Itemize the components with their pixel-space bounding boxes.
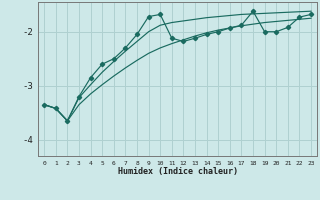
X-axis label: Humidex (Indice chaleur): Humidex (Indice chaleur): [118, 167, 238, 176]
